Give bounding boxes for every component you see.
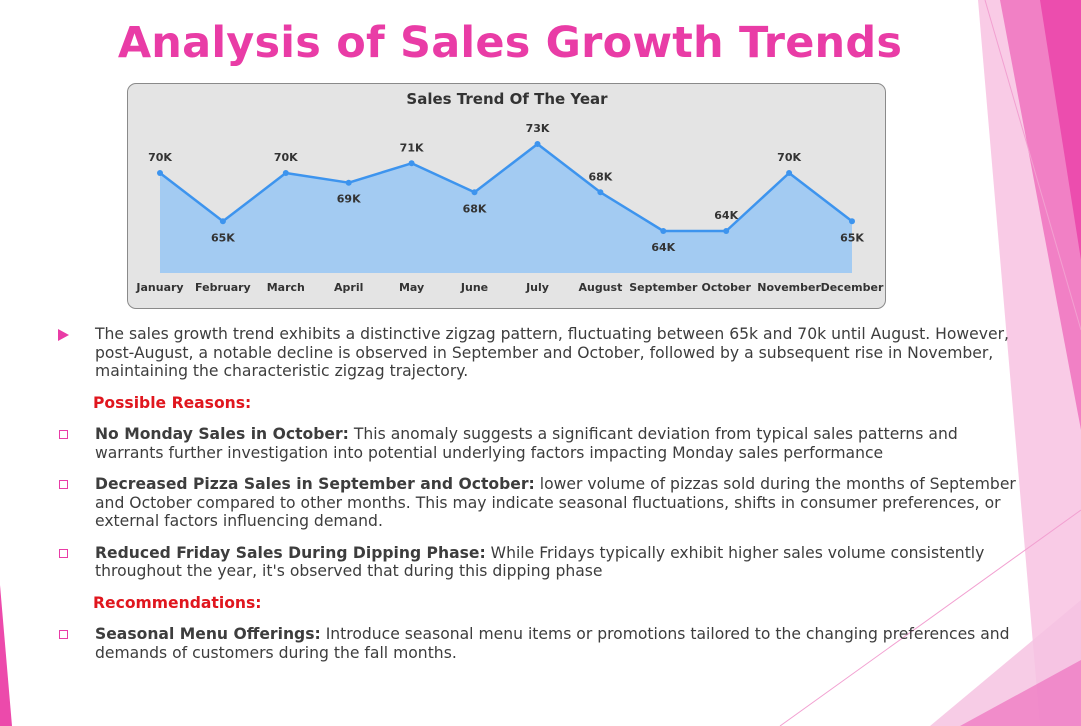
data-label: 70K: [274, 151, 298, 164]
data-point: [157, 170, 163, 176]
data-label: 65K: [840, 231, 864, 244]
recommendations-heading: Recommendations:: [93, 593, 262, 612]
x-tick-label: March: [267, 281, 305, 294]
data-point: [345, 179, 352, 186]
x-tick-label: August: [578, 281, 622, 294]
x-tick-label: September: [629, 281, 698, 294]
data-point: [849, 218, 855, 225]
data-label: 73K: [526, 122, 550, 135]
reason-term: Decreased Pizza Sales in September and O…: [95, 475, 535, 493]
data-point: [660, 228, 667, 234]
square-bullet-icon: [59, 630, 68, 639]
reason-text: This anomaly suggests a significant devi…: [95, 425, 958, 462]
x-tick-label: January: [135, 281, 183, 294]
x-tick-label: October: [701, 281, 751, 294]
data-label: 69K: [337, 193, 361, 206]
square-bullet-icon: [59, 430, 68, 439]
sales-trend-chart: Sales Trend Of The Year 70K January 65K Feb…: [135, 90, 884, 294]
reason-term: No Monday Sales in October:: [95, 425, 349, 443]
data-label: 64K: [714, 209, 738, 222]
summary-paragraph: The sales growth trend exhibits a distin…: [56, 325, 1026, 381]
data-point: [534, 141, 541, 147]
recommendation-text: Introduce seasonal menu items or promoti…: [95, 625, 1010, 662]
reason-item: Reduced Friday Sales During Dipping Phas…: [56, 544, 1026, 581]
data-point: [723, 228, 730, 234]
square-bullet-icon: [59, 548, 68, 558]
data-label: 70K: [148, 151, 172, 164]
recommendation-item: Seasonal Menu Offerings: Introduce seaso…: [56, 625, 1026, 662]
slide-content: The sales growth trend exhibits a distin…: [56, 325, 1026, 662]
reason-text: While Fridays typically exhibit higher s…: [95, 543, 985, 581]
x-tick-label: December: [821, 281, 884, 294]
data-point: [219, 218, 226, 225]
x-tick-label: July: [525, 281, 549, 294]
square-bullet-icon: [59, 480, 68, 489]
slide-title: Analysis of Sales Growth Trends: [117, 18, 903, 68]
x-tick-label: May: [399, 281, 424, 294]
reason-item: Decreased Pizza Sales in September and O…: [56, 475, 1026, 531]
data-label: 64K: [651, 241, 675, 254]
arrow-bullet-icon: [58, 329, 69, 341]
x-tick-label: June: [460, 281, 488, 294]
data-label: 65K: [211, 231, 235, 244]
recommendation-term: Seasonal Menu Offerings:: [95, 625, 321, 643]
sales-series-line: [159, 142, 853, 233]
reason-text: lower volume of pizzas sold during the m…: [95, 475, 1016, 530]
data-label: 70K: [777, 151, 801, 164]
data-label: 71K: [400, 141, 424, 154]
chart-plot-area: 70K January 65K February 70K March 69K April 71K…: [135, 122, 884, 294]
data-point: [408, 160, 415, 167]
reason-term: Reduced Friday Sales During Dipping Phas…: [95, 543, 486, 562]
data-point: [471, 189, 478, 196]
data-point: [786, 170, 793, 176]
summary-text: The sales growth trend exhibits a distin…: [95, 325, 1009, 380]
data-label: 68K: [588, 170, 612, 183]
data-point: [282, 170, 289, 176]
chart-title: Sales Trend Of The Year: [406, 90, 608, 108]
x-tick-label: April: [334, 281, 363, 294]
possible-reasons-heading: Possible Reasons:: [93, 393, 252, 412]
data-label: 68K: [463, 202, 487, 215]
data-point: [597, 189, 604, 196]
reason-item: No Monday Sales in October: This anomaly…: [56, 425, 1026, 462]
x-tick-label: November: [757, 281, 821, 294]
x-tick-label: February: [195, 281, 251, 294]
sales-area-fill: [160, 144, 852, 273]
